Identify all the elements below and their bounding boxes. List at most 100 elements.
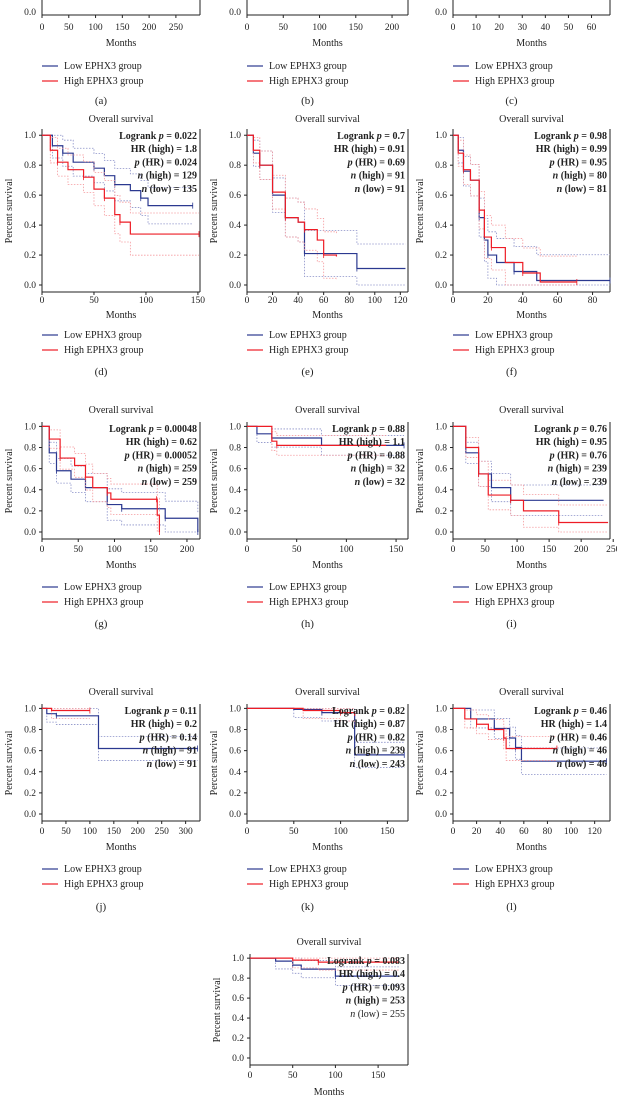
stat-line: Logrank p = 0.00048 xyxy=(109,424,197,435)
stat-symbol: p xyxy=(163,706,169,717)
legend-low-label: Low EPHX3 group xyxy=(64,330,142,341)
chart-title: Overall survival xyxy=(89,114,154,125)
x-tick-label: 120 xyxy=(393,296,408,306)
stat-symbol: n xyxy=(138,464,144,475)
stat-symbol: n xyxy=(557,759,563,770)
stat-text: (low) = 135 xyxy=(147,184,197,195)
y-axis-label: Percent survival xyxy=(209,448,220,513)
x-tick-label: 40 xyxy=(518,296,528,306)
stat-symbol: n xyxy=(350,1009,355,1020)
high-ci-upper xyxy=(42,426,160,514)
stat-symbol: n xyxy=(346,746,352,757)
y-tick-label: 0.8 xyxy=(229,161,241,171)
high-survival-curve xyxy=(250,957,400,963)
stat-text: (HR) = 0.46 xyxy=(555,732,607,743)
x-tick-label: 0 xyxy=(40,827,45,837)
y-tick-label: 0.4 xyxy=(435,221,447,231)
x-tick-label: 200 xyxy=(142,23,157,33)
y-tick-label: 0.0 xyxy=(435,528,447,538)
stat-text: Logrank xyxy=(332,706,372,717)
stat-line: HR (high) = 0.2 xyxy=(131,719,197,730)
survival-panel-g: 0 50 100 150 200 Months Overall survival 0.0 0.2… xyxy=(4,405,201,630)
stat-symbol: n xyxy=(350,759,356,770)
stat-symbol: p xyxy=(549,450,555,461)
y-tick-label: 1.0 xyxy=(435,131,447,141)
x-tick-label: 60 xyxy=(319,296,329,306)
stat-text: (HR) = 0.093 xyxy=(348,982,405,993)
x-axis-label: Months xyxy=(312,38,343,49)
chart-title: Overall survival xyxy=(499,405,564,416)
stat-text: HR (high) = 1.8 xyxy=(131,144,197,155)
x-axis-label: Months xyxy=(106,560,137,571)
x-tick-label: 0 xyxy=(40,545,45,555)
x-tick-label: 0 xyxy=(451,296,456,306)
x-tick-label: 80 xyxy=(344,296,354,306)
stat-symbol: p xyxy=(573,424,579,435)
x-axis-label: Months xyxy=(106,842,137,853)
x-tick-label: 100 xyxy=(328,1071,343,1081)
stat-text: (low) = 32 xyxy=(360,477,405,488)
stat-text: HR (high) = 0.62 xyxy=(126,437,197,448)
high-ci-upper xyxy=(247,134,337,234)
stat-line: n (low) = 259 xyxy=(142,477,197,488)
low-ci-lower xyxy=(453,134,610,286)
x-tick-label: 0 xyxy=(245,296,250,306)
survival-panel-i: 0 50 100 150 200 250 Months Overall survival 0.0… xyxy=(415,405,617,630)
stat-symbol: n xyxy=(355,184,361,195)
stat-line: Logrank p = 0.98 xyxy=(534,131,607,142)
x-tick-label: 0 xyxy=(451,545,456,555)
x-tick-label: 100 xyxy=(139,296,154,306)
y-tick-label: 1.0 xyxy=(435,422,447,432)
stat-value: = 0.46 xyxy=(579,706,607,717)
y-tick-label: 0.2 xyxy=(435,507,447,517)
stat-value: = 0.82 xyxy=(377,706,405,717)
x-tick-label: 200 xyxy=(180,545,195,555)
stat-symbol: p xyxy=(347,157,353,168)
x-tick-label: 150 xyxy=(107,827,122,837)
panel-caption: (h) xyxy=(301,618,314,630)
y-tick-label: 0.6 xyxy=(229,747,241,757)
legend-high-label: High EPHX3 group xyxy=(64,345,143,356)
high-ci-lower xyxy=(247,134,337,280)
x-tick-label: 0 xyxy=(451,23,456,33)
stat-line: n (high) = 253 xyxy=(346,996,405,1007)
x-tick-label: 100 xyxy=(368,296,383,306)
x-tick-label: 100 xyxy=(564,827,579,837)
y-tick-label: 0.2 xyxy=(24,507,36,517)
y-tick-label: 0.6 xyxy=(229,191,241,201)
high-survival-curve xyxy=(42,707,90,712)
x-tick-label: 150 xyxy=(191,296,206,306)
y-tick-label: 0.0 xyxy=(229,528,241,538)
y-tick-label: 0.0 xyxy=(24,281,36,291)
y-tick-label: 0.2 xyxy=(229,789,241,799)
y-tick-label: 0.0 xyxy=(24,528,36,538)
stat-line: Logrank p = 0.76 xyxy=(534,424,607,435)
y-tick-label: 1.0 xyxy=(232,954,244,964)
high-survival-curve xyxy=(453,707,557,750)
legend-low-label: Low EPHX3 group xyxy=(269,330,347,341)
survival-panel-b: 0 50 100 150 200 Months 0.0 Low EPHX3 group High… xyxy=(229,0,409,107)
x-tick-label: 50 xyxy=(61,827,71,837)
legend-high-label: High EPHX3 group xyxy=(475,597,554,608)
y-tick-label: 0.6 xyxy=(435,191,447,201)
stat-line: Logrank p = 0.46 xyxy=(534,706,607,717)
x-axis-label: Months xyxy=(314,1087,345,1098)
chart-title: Overall survival xyxy=(295,114,360,125)
stat-text: Logrank xyxy=(332,424,372,435)
y-tick-label: 1.0 xyxy=(24,131,36,141)
x-tick-label: 150 xyxy=(349,23,364,33)
panel-caption: (j) xyxy=(96,901,107,913)
chart-title: Overall survival xyxy=(295,687,360,698)
panel-caption: (k) xyxy=(301,901,314,913)
high-ci-lower xyxy=(247,708,356,725)
x-tick-label: 30 xyxy=(518,23,528,33)
stat-text: Logrank xyxy=(337,131,377,142)
stat-symbol: n xyxy=(355,477,361,488)
stat-line: n (low) = 91 xyxy=(147,759,197,770)
stat-text: HR (high) = 0.95 xyxy=(536,437,607,448)
legend-high-label: High EPHX3 group xyxy=(269,597,348,608)
stat-text: (high) = 91 xyxy=(356,171,405,182)
stat-text: (HR) = 0.14 xyxy=(145,732,197,743)
x-axis-label: Months xyxy=(106,38,137,49)
x-tick-label: 150 xyxy=(389,545,404,555)
